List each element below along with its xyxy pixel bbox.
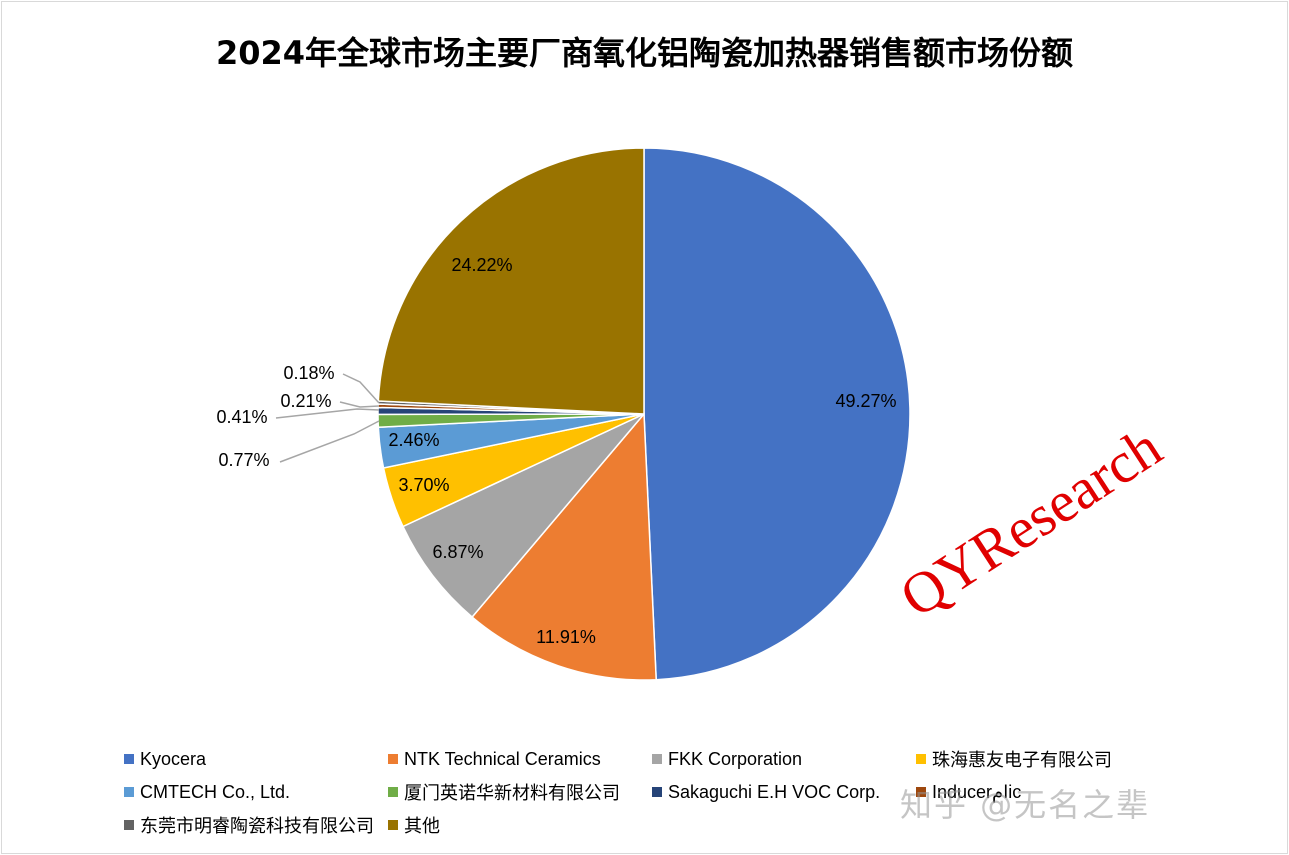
pie-slice-1: [471, 412, 657, 681]
leader-lines: [275, 373, 380, 463]
legend: Kyocera NTK Technical Ceramics FKK Corpora…: [124, 748, 1264, 836]
leader-line-5: [279, 420, 380, 463]
legend-item-7: Inducerامic: [916, 781, 1216, 803]
legend-label-8: 东莞市明睿陶瓷科技有限公司: [140, 816, 374, 836]
legend-swatch-0: [124, 754, 134, 764]
legend-label-5: 厦门英诺华新材料有限公司: [404, 783, 620, 803]
legend-swatch-7: [916, 787, 926, 797]
data-label-4: 2.46%: [388, 430, 439, 450]
legend-item-9: 其他: [388, 814, 652, 836]
legend-item-4: CMTECH Co., Ltd.: [124, 781, 388, 803]
legend-label-1: NTK Technical Ceramics: [404, 748, 601, 769]
pie-slice-9: [377, 147, 645, 415]
pie-slice-2: [401, 413, 645, 619]
legend-swatch-9: [388, 820, 398, 830]
zhihu-watermark: 知乎 @无名之辈: [900, 786, 1151, 824]
legend-swatch-8: [124, 820, 134, 830]
data-label-1: 11.91%: [536, 627, 596, 647]
legend-label-0: Kyocera: [140, 748, 207, 769]
legend-swatch-4: [124, 787, 134, 797]
legend-item-6: Sakaguchi E.H VOC Corp.: [652, 781, 916, 803]
leader-line-7: [339, 401, 380, 408]
data-label-6: 0.41%: [216, 407, 267, 427]
pie-slices: [377, 147, 911, 681]
legend-swatch-2: [652, 754, 662, 764]
data-label-8: 0.18%: [283, 363, 334, 383]
legend-swatch-6: [652, 787, 662, 797]
data-labels: 49.27% 11.91% 6.87% 3.70% 2.46% 0.77% 0.41% 0.2…: [216, 255, 896, 647]
data-label-5: 0.77%: [218, 450, 269, 470]
legend-item-8: 东莞市明睿陶瓷科技有限公司: [124, 814, 388, 836]
data-label-3: 3.70%: [398, 475, 449, 495]
pie-slice-0: [643, 147, 911, 681]
leader-line-6: [275, 408, 380, 419]
legend-label-6: Sakaguchi E.H VOC Corp.: [668, 781, 881, 802]
legend-label-3: 珠海惠友电子有限公司: [932, 750, 1112, 770]
legend-label-7: Inducerامic: [932, 781, 1022, 802]
chart-title: 2024年全球市场主要厂商氧化铝陶瓷加热器销售额市场份额: [215, 34, 1074, 72]
leader-line-8: [342, 373, 380, 404]
legend-label-2: FKK Corporation: [668, 748, 803, 769]
data-label-9: 24.22%: [451, 255, 512, 275]
qyresearch-watermark: QYResearch: [889, 414, 1173, 630]
legend-swatch-5: [388, 787, 398, 797]
legend-swatch-3: [916, 754, 926, 764]
legend-label-4: CMTECH Co., Ltd.: [140, 781, 291, 802]
data-label-7: 0.21%: [280, 391, 331, 411]
legend-item-0: Kyocera: [124, 748, 388, 770]
legend-swatch-1: [388, 754, 398, 764]
data-label-2: 6.87%: [432, 542, 483, 562]
legend-item-3: 珠海惠友电子有限公司: [916, 748, 1216, 770]
data-label-0: 49.27%: [835, 391, 896, 411]
legend-item-1: NTK Technical Ceramics: [388, 748, 652, 770]
legend-label-9: 其他: [404, 816, 440, 836]
legend-item-2: FKK Corporation: [652, 748, 916, 770]
legend-item-5: 厦门英诺华新材料有限公司: [388, 781, 652, 803]
